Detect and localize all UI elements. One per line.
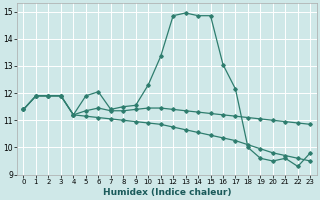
X-axis label: Humidex (Indice chaleur): Humidex (Indice chaleur) [103,188,231,197]
